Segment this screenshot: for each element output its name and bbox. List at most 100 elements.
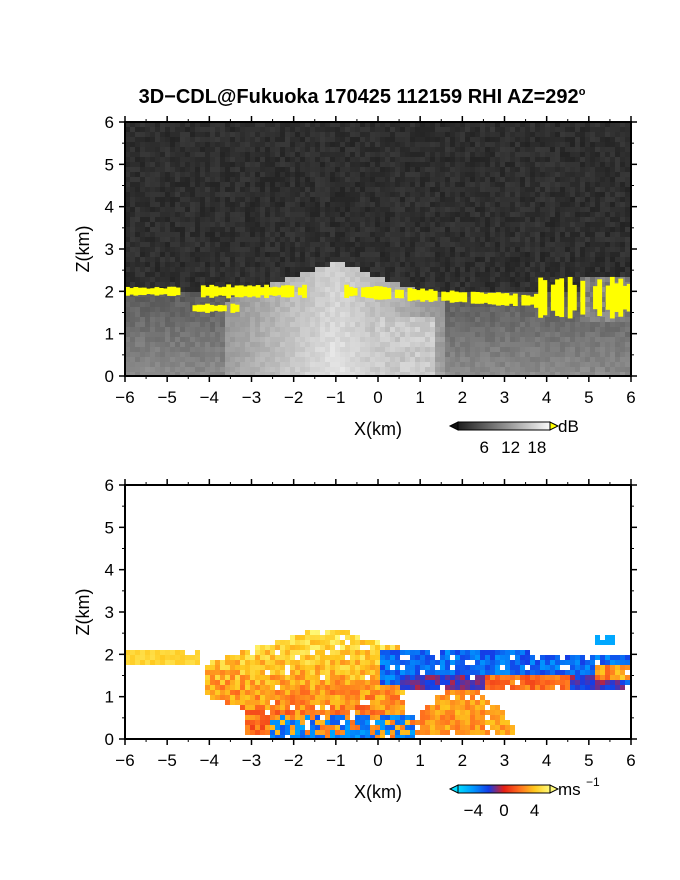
- reflectivity-cell: [420, 162, 425, 167]
- reflectivity-cell: [165, 362, 170, 367]
- reflectivity-cell: [385, 202, 390, 207]
- reflectivity-cell: [345, 257, 350, 262]
- reflectivity-cell: [410, 352, 415, 357]
- reflectivity-cell: [160, 207, 165, 212]
- reflectivity-cell: [595, 252, 600, 257]
- reflectivity-cell: [480, 282, 485, 287]
- reflectivity-cell: [565, 187, 570, 192]
- reflectivity-cell: [610, 227, 615, 232]
- reflectivity-cell: [580, 157, 585, 162]
- reflectivity-cell: [195, 322, 200, 327]
- reflectivity-cell: [600, 162, 605, 167]
- reflectivity-cell: [200, 357, 205, 362]
- reflectivity-cell: [620, 187, 625, 192]
- reflectivity-cell: [610, 347, 615, 352]
- reflectivity-cell: [200, 162, 205, 167]
- reflectivity-cell: [245, 302, 250, 307]
- reflectivity-cell: [565, 222, 570, 227]
- reflectivity-cell: [385, 272, 390, 277]
- reflectivity-cell: [530, 282, 535, 287]
- reflectivity-cell: [320, 247, 325, 252]
- reflectivity-cell: [450, 302, 455, 307]
- reflectivity-cell: [150, 322, 155, 327]
- reflectivity-cell: [400, 252, 405, 257]
- reflectivity-cell: [175, 167, 180, 172]
- reflectivity-cell: [515, 357, 520, 362]
- reflectivity-cell: [465, 327, 470, 332]
- reflectivity-cell: [510, 282, 515, 287]
- reflectivity-cell: [510, 292, 515, 297]
- reflectivity-cell: [405, 192, 410, 197]
- reflectivity-cell: [170, 232, 175, 237]
- reflectivity-cell: [425, 257, 430, 262]
- reflectivity-cell: [335, 267, 340, 272]
- reflectivity-cell: [350, 347, 355, 352]
- reflectivity-cell: [210, 167, 215, 172]
- reflectivity-cell: [145, 247, 150, 252]
- reflectivity-cell: [575, 122, 580, 127]
- reflectivity-cell: [200, 227, 205, 232]
- reflectivity-cell: [425, 337, 430, 342]
- reflectivity-cell: [565, 122, 570, 127]
- reflectivity-cell: [405, 222, 410, 227]
- reflectivity-cell: [435, 342, 440, 347]
- reflectivity-cell: [445, 222, 450, 227]
- reflectivity-cell: [505, 332, 510, 337]
- reflectivity-cell: [280, 332, 285, 337]
- reflectivity-cell: [265, 247, 270, 252]
- reflectivity-cell: [280, 257, 285, 262]
- reflectivity-cell: [135, 277, 140, 282]
- reflectivity-cell: [210, 277, 215, 282]
- reflectivity-cell: [335, 152, 340, 157]
- reflectivity-cell: [600, 187, 605, 192]
- reflectivity-cell: [285, 172, 290, 177]
- reflectivity-cell: [365, 317, 370, 322]
- reflectivity-cell: [625, 352, 630, 357]
- reflectivity-cell: [340, 192, 345, 197]
- reflectivity-cell: [305, 307, 310, 312]
- reflectivity-cell: [180, 182, 185, 187]
- reflectivity-cell: [550, 232, 555, 237]
- reflectivity-cell: [195, 237, 200, 242]
- reflectivity-cell: [415, 182, 420, 187]
- reflectivity-cell: [255, 147, 260, 152]
- reflectivity-cell: [550, 122, 555, 127]
- reflectivity-cell: [265, 217, 270, 222]
- reflectivity-cell: [250, 317, 255, 322]
- reflectivity-cell: [615, 327, 620, 332]
- reflectivity-cell: [465, 267, 470, 272]
- reflectivity-cell: [580, 337, 585, 342]
- reflectivity-cell: [165, 137, 170, 142]
- reflectivity-cell: [350, 242, 355, 247]
- reflectivity-cell: [520, 172, 525, 177]
- reflectivity-cell: [480, 132, 485, 137]
- reflectivity-cell: [310, 297, 315, 302]
- reflectivity-cell: [440, 312, 445, 317]
- reflectivity-cell: [515, 337, 520, 342]
- reflectivity-cell: [260, 322, 265, 327]
- reflectivity-cell: [215, 247, 220, 252]
- reflectivity-cell: [310, 172, 315, 177]
- reflectivity-cell: [325, 282, 330, 287]
- reflectivity-cell: [480, 222, 485, 227]
- reflectivity-cell: [500, 167, 505, 172]
- reflectivity-cell: [330, 197, 335, 202]
- reflectivity-cell: [270, 177, 275, 182]
- reflectivity-cell: [210, 252, 215, 257]
- reflectivity-cell: [465, 137, 470, 142]
- reflectivity-cell: [500, 342, 505, 347]
- reflectivity-cell: [420, 252, 425, 257]
- reflectivity-cell: [610, 332, 615, 337]
- reflectivity-cell: [420, 197, 425, 202]
- reflectivity-cell: [620, 257, 625, 262]
- reflectivity-cell: [540, 167, 545, 172]
- reflectivity-cell: [325, 127, 330, 132]
- reflectivity-cell: [195, 312, 200, 317]
- reflectivity-cell: [225, 277, 230, 282]
- reflectivity-cell: [355, 327, 360, 332]
- reflectivity-cell: [375, 342, 380, 347]
- reflectivity-cell: [515, 227, 520, 232]
- reflectivity-cell: [615, 322, 620, 327]
- reflectivity-cell: [305, 247, 310, 252]
- reflectivity-cell: [205, 362, 210, 367]
